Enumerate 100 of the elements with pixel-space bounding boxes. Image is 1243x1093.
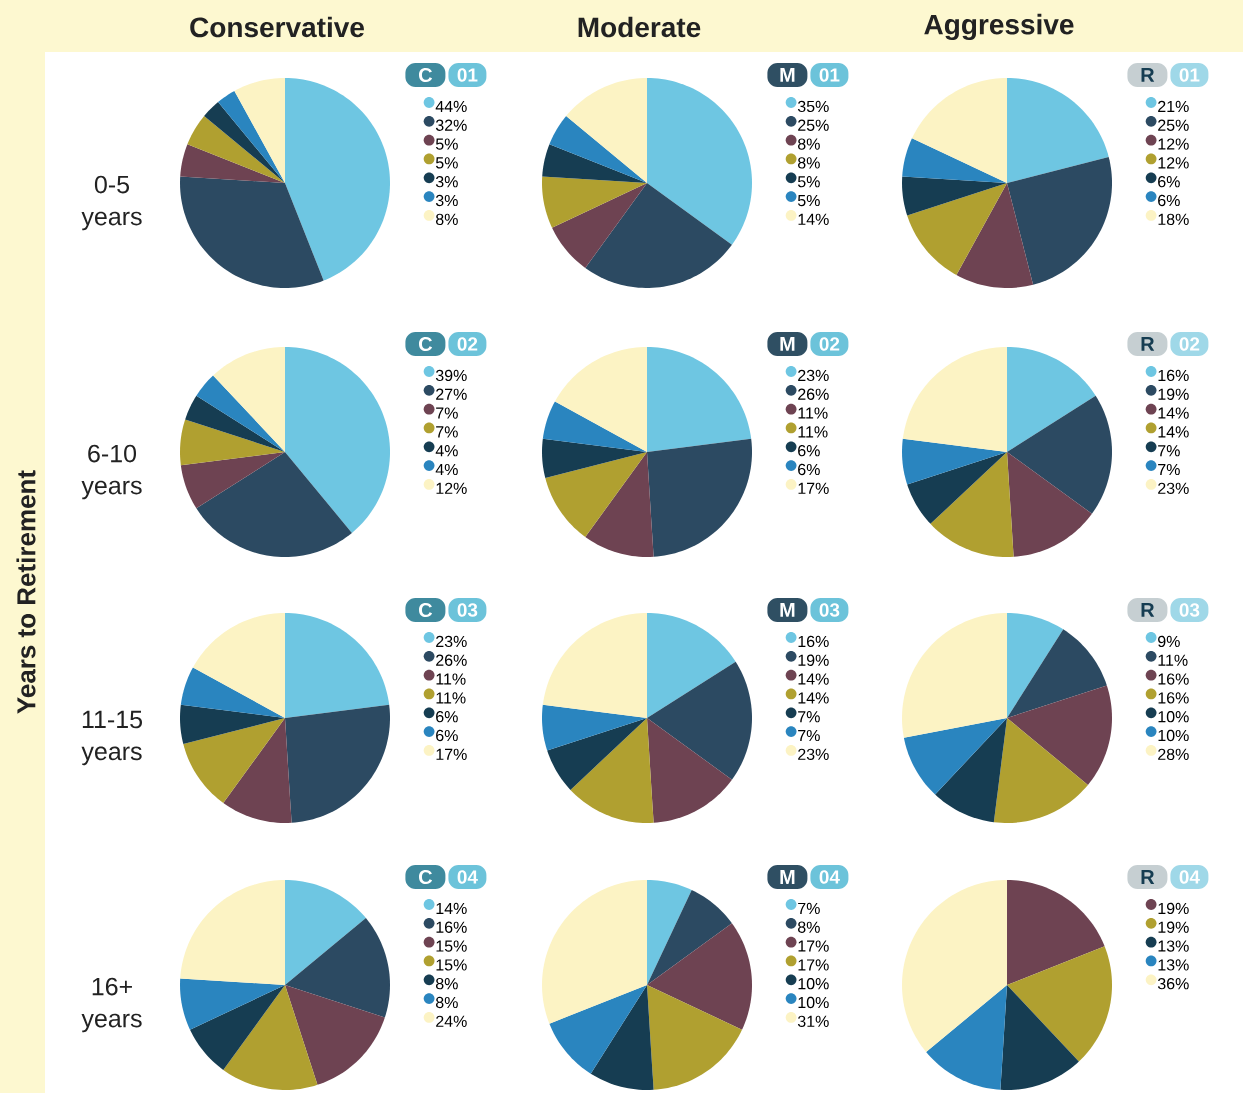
legend-label: 5% (797, 176, 820, 188)
legend-label: 26% (436, 654, 467, 666)
legend-label: 7% (798, 902, 820, 915)
legend-label: 5% (435, 138, 458, 150)
legend-label: 17% (798, 940, 829, 952)
text: Conservative (190, 16, 364, 38)
legend-label: 19% (1158, 902, 1189, 915)
legend-label: 12% (1158, 138, 1189, 150)
chart-subtitle: 01 (1179, 68, 1200, 82)
legend-label: 11% (436, 673, 466, 685)
chart-title: C (419, 67, 433, 83)
legend-label: 12% (436, 482, 467, 494)
legend-label: 23% (1158, 482, 1189, 494)
legend-label: 7% (436, 426, 458, 438)
legend-label: 12% (1158, 157, 1189, 169)
text: Aggressive (924, 13, 1074, 41)
legend-label: 18% (1158, 213, 1189, 225)
legend-label: 15% (436, 940, 467, 952)
legend-label: 11% (436, 692, 466, 704)
chart-subtitle: 02 (1179, 337, 1200, 351)
legend-label: 16% (1158, 692, 1189, 704)
legend-label: 4% (435, 445, 458, 457)
legend-label: 9% (1158, 635, 1180, 648)
legend-label: 36% (1157, 978, 1189, 990)
legend-label: 3% (435, 194, 458, 207)
legend-label: 17% (798, 959, 829, 971)
legend-label: 35% (797, 100, 829, 113)
legend-label: 32% (435, 119, 467, 131)
legend-label: 14% (798, 213, 829, 225)
legend-label: 11% (1158, 654, 1188, 666)
legend-label: 28% (1158, 748, 1189, 761)
legend-label: 7% (1158, 445, 1180, 457)
legend-label: 19% (1158, 388, 1189, 400)
legend-label: 8% (798, 138, 820, 150)
legend-label: 10% (1158, 729, 1189, 742)
chart-subtitle: 02 (457, 337, 478, 351)
chart-title: C (419, 336, 433, 352)
chart-title: C (419, 869, 433, 885)
legend-label: 14% (1158, 407, 1189, 419)
chart-subtitle: 01 (457, 68, 478, 82)
legend-label: 17% (798, 482, 829, 494)
chart-subtitle: 04 (819, 870, 840, 884)
legend-label: 10% (798, 996, 829, 1009)
legend-label: 44% (435, 100, 467, 113)
legend-label: 19% (1158, 921, 1189, 933)
legend-label: 15% (436, 959, 467, 971)
chart-title: R (1141, 603, 1155, 617)
legend-label: 17% (436, 748, 467, 760)
legend-label: 16% (436, 921, 467, 933)
legend-label: 6% (798, 463, 820, 476)
chart-title: R (1141, 870, 1155, 884)
legend-label: 23% (798, 748, 829, 761)
legend-label: 10% (1158, 711, 1189, 723)
legend-label: 6% (436, 711, 458, 723)
legend-label: 7% (798, 729, 820, 742)
chart-subtitle: 01 (819, 68, 840, 82)
chart-title: R (1141, 337, 1155, 351)
legend-label: 8% (436, 213, 458, 225)
chart-subtitle: 03 (457, 603, 478, 617)
legend-label: 6% (1158, 176, 1180, 188)
text: Moderate (578, 16, 701, 38)
legend-label: 6% (798, 445, 820, 457)
text: 6-10 years (81, 444, 142, 500)
legend-label: 11% (798, 426, 828, 438)
legend-label: 25% (1158, 119, 1189, 131)
legend-label: 26% (798, 388, 829, 400)
legend-label: 27% (436, 388, 467, 400)
legend-label: 8% (435, 996, 458, 1009)
legend-label: 24% (436, 1015, 467, 1027)
legend-label: 16% (1158, 673, 1189, 685)
chart-title: M (780, 870, 795, 884)
legend-label: 8% (798, 921, 820, 933)
legend-label: 21% (1158, 100, 1189, 113)
legend-label: 13% (1158, 940, 1189, 952)
legend-label: 39% (435, 369, 467, 382)
chart-subtitle: 03 (1179, 603, 1200, 617)
legend-label: 6% (436, 729, 458, 742)
legend-label: 5% (797, 194, 820, 207)
text: 0-5 years (81, 175, 142, 231)
legend-label: 14% (798, 673, 829, 685)
legend-label: 7% (1158, 463, 1180, 476)
legend-label: 31% (797, 1015, 829, 1028)
chart-subtitle: 03 (819, 603, 840, 617)
legend-label: 16% (1158, 369, 1189, 382)
chart-title: M (780, 68, 795, 82)
legend-label: 23% (436, 635, 467, 648)
legend-label: 13% (1158, 959, 1189, 971)
legend-label: 23% (798, 369, 829, 382)
legend-label: 16% (798, 635, 829, 648)
chart-title: M (780, 337, 795, 351)
legend-label: 7% (436, 407, 458, 419)
legend-label: 8% (798, 157, 820, 169)
legend-label: 3% (435, 176, 458, 188)
text: 11-15 years (81, 710, 142, 766)
legend-label: 5% (435, 157, 458, 169)
chart-title: M (780, 603, 795, 617)
text: Years to Retirement (16, 470, 36, 714)
text: 16+ years (81, 977, 142, 1033)
chart-title: R (1141, 68, 1155, 82)
chart-subtitle: 04 (457, 870, 478, 884)
